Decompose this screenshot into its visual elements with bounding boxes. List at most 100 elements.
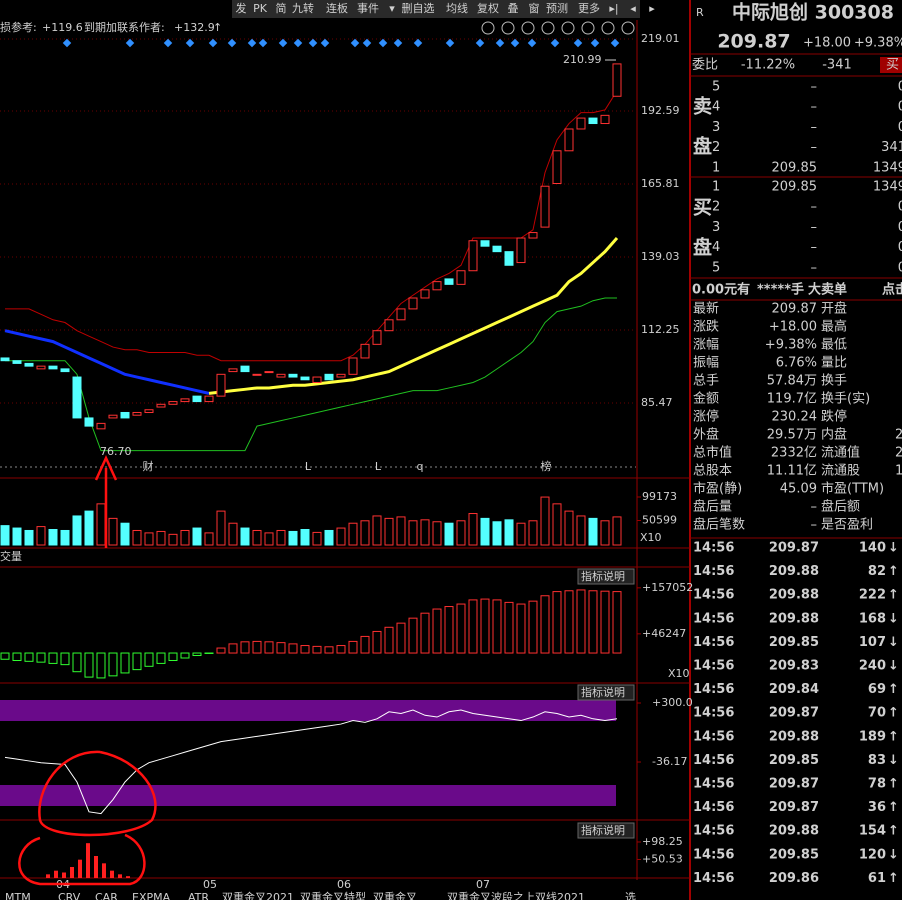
indicator-tab[interactable]: MTM — [5, 891, 31, 900]
toolbar-button[interactable]: 叠 — [508, 2, 519, 15]
stat-value: 1 — [895, 464, 902, 479]
volume-bar — [396, 516, 406, 546]
book-level: 2 — [712, 140, 720, 155]
note-button[interactable]: 指标说明 — [581, 823, 625, 837]
macd-bar — [156, 652, 166, 664]
trade-price: 209.88 — [769, 588, 819, 603]
toolbar-button[interactable]: 预测 — [546, 2, 568, 15]
macd-bar — [180, 652, 190, 659]
macd-bar — [360, 635, 370, 654]
candle — [24, 362, 34, 367]
note-button[interactable]: 指标说明 — [581, 569, 625, 583]
trade-arrow: ↓ — [888, 847, 899, 862]
candle — [312, 376, 322, 383]
candle — [156, 403, 166, 408]
big-order: *****手 — [757, 282, 804, 298]
chart-tool-icon[interactable] — [601, 21, 615, 35]
candle — [120, 411, 130, 419]
candle — [276, 373, 286, 378]
chart-tool-icon[interactable] — [541, 21, 555, 35]
indicator-tab[interactable]: 双线2021 — [535, 890, 585, 900]
side-label: 盘 — [693, 135, 712, 158]
note-button-bg[interactable] — [577, 568, 635, 585]
signal-diamond — [308, 38, 318, 48]
signal-diamond — [227, 38, 237, 48]
macd-bar — [540, 595, 550, 654]
toolbar-button[interactable]: 九转 — [292, 1, 314, 15]
macd-bar — [492, 599, 502, 654]
buy-button-bg[interactable] — [880, 57, 902, 73]
toolbar-button[interactable]: 更多 — [578, 1, 600, 15]
candle — [0, 357, 10, 362]
toolbar-button[interactable]: 窗 — [529, 1, 540, 15]
chart-tool-icon[interactable] — [561, 21, 575, 35]
chart-tool-icon[interactable] — [521, 21, 535, 35]
trade-price: 209.88 — [769, 611, 819, 626]
chart-tool-icon[interactable] — [481, 21, 495, 35]
book-volume: 0 — [898, 120, 902, 135]
candle — [252, 373, 262, 376]
trade-price: 209.88 — [769, 824, 819, 839]
indicator-tab[interactable]: 双重金叉2021 — [222, 890, 294, 900]
event-marker: 榜 — [541, 459, 552, 473]
toolbar-button[interactable]: 发 — [236, 1, 247, 15]
volume-bar — [228, 522, 238, 546]
trade-arrow: ↓ — [888, 541, 899, 556]
macd-bar — [264, 641, 274, 654]
chart-tool-icon[interactable] — [621, 21, 635, 35]
toolbar-button[interactable]: 复权 — [477, 1, 499, 15]
toolbar-button[interactable]: 连板 — [326, 1, 348, 15]
trade-volume: 140 — [859, 541, 886, 556]
macd-bar — [252, 640, 262, 654]
volume-bar — [324, 529, 334, 546]
lower-bar — [86, 843, 90, 878]
trade-arrow: ↑ — [888, 777, 899, 792]
osc-tick-label: +300.0 — [652, 696, 693, 709]
macd-bar — [312, 645, 322, 654]
indicator-tab[interactable]: 双重金叉特型 — [300, 890, 366, 900]
candle — [228, 368, 238, 373]
toolbar-button[interactable]: ◂ — [630, 2, 636, 15]
volume-bar — [336, 527, 346, 546]
note-button[interactable]: 指标说明 — [581, 685, 625, 699]
macd-bar — [372, 630, 382, 654]
toolbar-button[interactable]: ▸| — [609, 2, 618, 15]
annotation-circle — [18, 833, 146, 886]
stat-value: 29.57万 — [767, 428, 817, 443]
chart-tool-icon[interactable] — [581, 21, 595, 35]
toolbar-button[interactable]: ▸ — [649, 2, 655, 15]
signal-diamond — [445, 38, 455, 48]
toolbar-button[interactable]: ▾ — [389, 2, 395, 15]
note-button-bg[interactable] — [577, 684, 635, 701]
toolbar-button[interactable]: PK — [253, 2, 268, 15]
volume-bar — [300, 529, 310, 546]
toolbar-button[interactable]: 删自选 — [402, 2, 435, 15]
lower-bar — [78, 859, 82, 878]
macd-bar — [24, 652, 34, 662]
indicator-tab[interactable]: 选 — [625, 891, 636, 900]
indicator-tab[interactable]: ATR — [188, 891, 209, 900]
chart-tool-icon[interactable] — [501, 21, 515, 35]
indicator-tab[interactable]: 双重金叉波段之上 — [447, 890, 535, 900]
book-level: 2 — [712, 200, 720, 215]
macd-bar — [516, 603, 526, 654]
macd-bar — [408, 617, 418, 654]
indicator-tab[interactable]: 双重金叉 — [373, 890, 417, 900]
book-price: – — [811, 240, 818, 255]
candle — [60, 368, 70, 373]
indicator-tab[interactable]: CAR — [95, 891, 118, 900]
toolbar-button[interactable]: 事件 — [357, 2, 379, 15]
macd-bar — [348, 640, 358, 654]
signal-diamond — [247, 38, 257, 48]
trade-volume: 70 — [868, 706, 886, 721]
indicator-tab[interactable]: CRV — [58, 891, 81, 900]
toolbar-button[interactable]: 简 — [276, 1, 287, 15]
macd-bar — [612, 591, 622, 654]
note-button-bg[interactable] — [577, 822, 635, 839]
stat-label: 流通股 — [821, 464, 860, 479]
toolbar-button[interactable]: 均线 — [446, 1, 468, 15]
buy-button[interactable]: 买 — [886, 58, 899, 73]
volume-bar — [276, 529, 286, 546]
indicator-tab[interactable]: EXPMA — [132, 891, 171, 900]
target-arrow: ↑ — [213, 21, 222, 34]
